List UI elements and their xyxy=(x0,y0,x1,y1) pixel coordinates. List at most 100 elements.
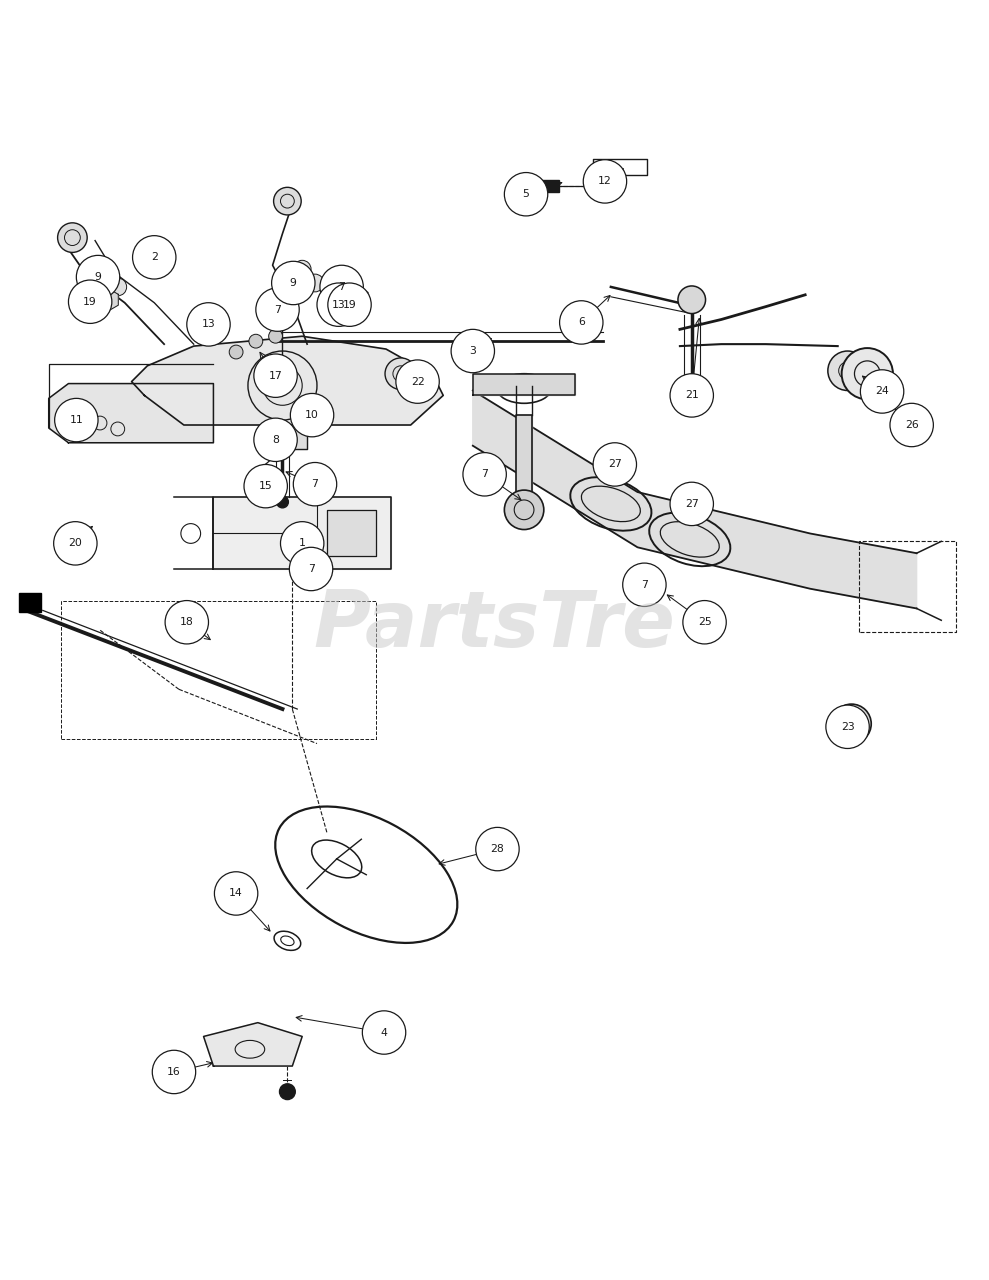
Circle shape xyxy=(294,462,336,506)
Circle shape xyxy=(463,453,506,497)
Circle shape xyxy=(54,398,98,442)
Circle shape xyxy=(584,160,627,204)
Circle shape xyxy=(53,522,97,564)
Circle shape xyxy=(274,187,302,215)
Text: 7: 7 xyxy=(482,470,489,479)
Polygon shape xyxy=(48,384,214,443)
Circle shape xyxy=(272,261,315,305)
Circle shape xyxy=(826,705,869,749)
Text: 28: 28 xyxy=(491,844,504,854)
Text: 15: 15 xyxy=(259,481,273,492)
Text: 6: 6 xyxy=(578,317,584,328)
Text: 12: 12 xyxy=(598,177,612,187)
Polygon shape xyxy=(349,287,368,308)
Circle shape xyxy=(254,355,298,397)
Circle shape xyxy=(254,419,298,462)
Circle shape xyxy=(828,351,867,390)
Circle shape xyxy=(504,173,548,216)
Circle shape xyxy=(476,827,519,870)
Text: 25: 25 xyxy=(697,617,711,627)
Circle shape xyxy=(319,265,363,308)
Circle shape xyxy=(196,307,222,333)
Circle shape xyxy=(244,465,288,508)
Circle shape xyxy=(215,872,258,915)
Circle shape xyxy=(677,285,705,314)
Text: 7: 7 xyxy=(274,305,281,315)
Polygon shape xyxy=(100,289,119,311)
Polygon shape xyxy=(473,390,917,608)
Circle shape xyxy=(860,370,904,413)
Text: 20: 20 xyxy=(68,539,82,548)
Circle shape xyxy=(187,302,230,346)
Text: 1: 1 xyxy=(299,539,306,548)
Polygon shape xyxy=(19,593,41,612)
Circle shape xyxy=(682,600,726,644)
Circle shape xyxy=(671,374,713,417)
Circle shape xyxy=(99,264,117,282)
Circle shape xyxy=(109,278,127,296)
Circle shape xyxy=(832,704,871,744)
Circle shape xyxy=(291,393,333,436)
Circle shape xyxy=(277,497,289,508)
Text: 11: 11 xyxy=(69,415,83,425)
Circle shape xyxy=(323,287,349,312)
Circle shape xyxy=(560,301,603,344)
Text: 26: 26 xyxy=(905,420,919,430)
Text: 24: 24 xyxy=(875,387,889,397)
Circle shape xyxy=(57,223,87,252)
Circle shape xyxy=(68,280,112,324)
Polygon shape xyxy=(204,1023,303,1066)
Circle shape xyxy=(280,269,298,285)
Circle shape xyxy=(83,274,101,292)
Circle shape xyxy=(623,563,667,607)
Circle shape xyxy=(229,346,243,358)
Text: 19: 19 xyxy=(342,300,356,310)
Circle shape xyxy=(362,1011,405,1055)
Text: 27: 27 xyxy=(608,460,622,470)
Text: 7: 7 xyxy=(308,564,315,573)
Circle shape xyxy=(76,256,120,298)
Text: 7: 7 xyxy=(641,580,648,590)
Circle shape xyxy=(593,443,637,486)
Circle shape xyxy=(165,600,209,644)
Circle shape xyxy=(256,288,300,332)
Text: 10: 10 xyxy=(306,410,319,420)
Text: 13: 13 xyxy=(202,320,216,329)
Circle shape xyxy=(249,334,263,348)
Circle shape xyxy=(294,260,312,278)
Circle shape xyxy=(842,348,893,399)
Text: 13: 13 xyxy=(331,300,345,310)
Text: 14: 14 xyxy=(229,888,243,899)
Text: 17: 17 xyxy=(269,371,283,380)
Text: 18: 18 xyxy=(180,617,194,627)
Circle shape xyxy=(385,358,416,389)
Text: 23: 23 xyxy=(841,722,854,732)
Text: 4: 4 xyxy=(381,1028,388,1038)
Polygon shape xyxy=(132,337,443,425)
Text: 22: 22 xyxy=(410,376,424,387)
Polygon shape xyxy=(529,180,559,192)
Polygon shape xyxy=(326,509,376,557)
Polygon shape xyxy=(214,497,391,570)
Circle shape xyxy=(280,1084,296,1100)
Circle shape xyxy=(396,360,439,403)
Circle shape xyxy=(269,329,283,343)
Text: 2: 2 xyxy=(150,252,157,262)
Polygon shape xyxy=(473,374,576,396)
Circle shape xyxy=(451,329,494,372)
Text: 3: 3 xyxy=(470,346,477,356)
Text: 16: 16 xyxy=(167,1068,181,1076)
Circle shape xyxy=(671,483,713,526)
Text: 7: 7 xyxy=(312,479,318,489)
Circle shape xyxy=(281,522,323,564)
Circle shape xyxy=(317,283,360,326)
Circle shape xyxy=(152,1051,196,1093)
Text: 8: 8 xyxy=(272,435,279,444)
Text: 7: 7 xyxy=(338,282,345,292)
Circle shape xyxy=(890,403,934,447)
Circle shape xyxy=(504,490,544,530)
Text: 5: 5 xyxy=(522,189,529,200)
Polygon shape xyxy=(83,289,102,311)
Polygon shape xyxy=(260,425,308,449)
Text: 21: 21 xyxy=(684,390,698,401)
